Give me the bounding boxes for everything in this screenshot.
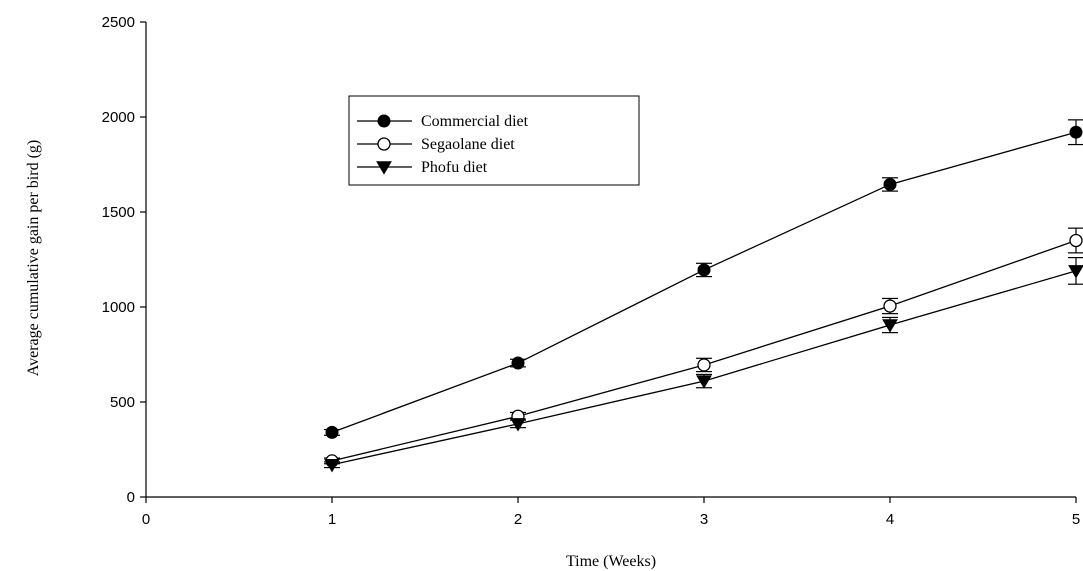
x-axis-title: Time (Weeks): [566, 553, 656, 570]
x-tick-label-3: 3: [700, 511, 708, 528]
x-tick-label-2: 2: [514, 511, 522, 528]
y-tick-label-2: 1000: [102, 299, 135, 316]
legend-label-2: Phofu diet: [421, 159, 488, 176]
series-2-point-3: [882, 319, 898, 333]
series-1-point-3: [883, 299, 897, 313]
legend-item-0: Commercial diet: [357, 113, 529, 130]
series-0: [324, 119, 1083, 439]
series-2-point-1: [510, 418, 526, 432]
axes: 0 1 2 3 4 5 0 500 1000 1500 2000 2500: [102, 14, 1081, 528]
series-0-point-2: [697, 263, 711, 277]
series-2-point-4: [1068, 265, 1083, 279]
series-2-point-0: [324, 458, 340, 473]
series-0-point-3: [883, 177, 897, 191]
series-0-point-0: [325, 425, 339, 439]
legend-marker-0: [377, 114, 391, 128]
legend-box: [348, 95, 640, 186]
series-2-point-2: [696, 375, 712, 389]
legend-marker-1: [377, 137, 391, 151]
y-tick-label-0: 0: [127, 489, 135, 506]
series-0-point-4: [1069, 125, 1083, 139]
legend-item-2: Phofu diet: [357, 159, 488, 176]
series-1-point-4: [1069, 233, 1083, 248]
x-tick-label-4: 4: [886, 511, 894, 528]
series-0-point-1: [511, 356, 525, 370]
series-1-point-2: [697, 358, 711, 372]
legend-item-1: Segaolane diet: [357, 136, 515, 153]
y-tick-label-5: 2500: [102, 14, 135, 31]
y-tick-label-1: 500: [110, 394, 135, 411]
series-2: [324, 257, 1083, 473]
x-tick-label-1: 1: [328, 511, 336, 528]
y-tick-label-3: 1500: [102, 204, 135, 221]
x-tick-label-0: 0: [142, 511, 150, 528]
legend-label-0: Commercial diet: [421, 113, 529, 130]
x-tick-label-5: 5: [1072, 511, 1080, 528]
legend-label-1: Segaolane diet: [421, 136, 515, 153]
legend: Commercial diet Segaolane diet Phofu diet: [348, 95, 640, 186]
series-layer: [324, 119, 1083, 473]
y-tick-label-4: 2000: [102, 109, 135, 126]
legend-marker-2: [376, 161, 392, 175]
y-axis-title: Average cumulative gain per bird (g): [25, 140, 42, 377]
